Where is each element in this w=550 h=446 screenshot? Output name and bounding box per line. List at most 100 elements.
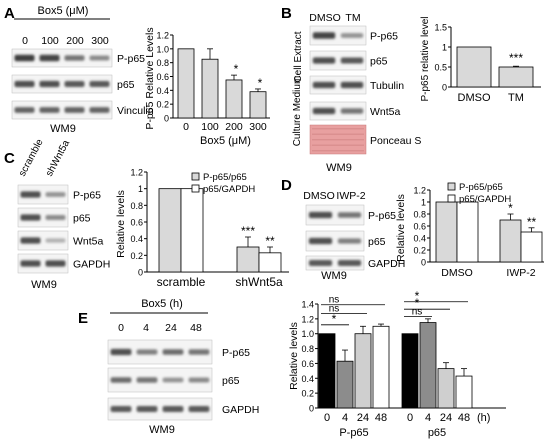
- comparison-label: *: [332, 312, 337, 326]
- y-tick-label: 0.2: [130, 251, 143, 261]
- blot-p-p65-membrane: [309, 25, 367, 46]
- blot-label-p-p65: P-p65: [117, 53, 145, 65]
- bar-iwp-2-p-p65-p65: [499, 219, 522, 263]
- blot-gapdh-band: [308, 260, 333, 266]
- significance-mark: **: [527, 215, 537, 229]
- bar-dmso-p65-gapdh: [456, 201, 479, 263]
- blot-p65-band: [39, 80, 60, 88]
- blot-p-p65-membrane: [17, 184, 69, 205]
- y-tick-label: 0.4: [413, 234, 426, 244]
- bar-p65-48h: [455, 375, 473, 409]
- bar-scramble-p65-gapdh: [180, 188, 204, 273]
- section-label-cell-extract: Cell Extract: [293, 31, 304, 82]
- bar-0: [177, 48, 195, 119]
- y-tick-label: 1.4: [301, 300, 314, 310]
- comparison-label: *: [415, 296, 420, 310]
- y-tick-label: 0: [164, 114, 169, 124]
- y-tick-label: 1.0: [301, 329, 314, 339]
- significance-mark: **: [265, 234, 275, 248]
- y-tick-label: 1.2: [130, 168, 143, 178]
- x-tick-label: 300: [249, 121, 267, 133]
- legend-label-p65-gapdh: p65/GAPDH: [203, 184, 255, 195]
- y-tick-label: 0: [309, 404, 314, 414]
- blot-label-gapdh: GAPDH: [368, 258, 405, 270]
- bar-p65-0h: [401, 333, 419, 409]
- bar-p-p65-24h: [354, 333, 372, 409]
- lane-label-100: 100: [41, 35, 59, 47]
- blot-p65-band: [45, 215, 66, 220]
- y-tick-label: 1.2: [413, 186, 426, 196]
- legend-swatch-p-p65-p65: [447, 182, 456, 191]
- blot-label-p65: p65: [222, 375, 240, 387]
- y-tick-label: 0.2: [301, 389, 314, 399]
- y-tick-label: 1.2: [156, 31, 169, 41]
- x-tick-label: 48: [458, 412, 470, 424]
- x-unit-label: (h): [477, 412, 490, 424]
- x-tick-label: shWnt5a: [235, 275, 283, 289]
- x-tick-label: 4: [425, 412, 431, 424]
- comparison-label: ns: [329, 304, 340, 315]
- legend-label-p-p65-p65: P-p65/p65: [203, 172, 247, 183]
- blot-gapdh-membrane: [107, 397, 213, 421]
- panel-e-treatment: Box5 (h): [141, 298, 183, 310]
- blot-label-p65: p65: [368, 236, 386, 248]
- blots-b: DMSO TM P-p65 p65 Tubulin Wnt5a Ponceau S: [309, 12, 421, 155]
- y-tick-label: 0.8: [301, 344, 314, 354]
- x-tick-label: 100: [201, 121, 219, 133]
- significance-mark: *: [508, 201, 513, 215]
- blot-label-ponceau-s: Ponceau S: [370, 135, 421, 147]
- blots-e: 0 4 24 48 P-p65 p65 GAPDH: [107, 322, 259, 421]
- y-tick-label: 0.8: [413, 210, 426, 220]
- blot-vinculin-band: [64, 107, 85, 113]
- significance-mark: *: [258, 76, 263, 90]
- blot-label-tubulin: Tubulin: [370, 80, 404, 92]
- ponceau-band: [312, 144, 364, 146]
- x-tick-label: 0: [324, 412, 330, 424]
- panel-b: B Cell Extract Culture Medium DMSO TM P-p6…: [281, 5, 421, 174]
- legend-swatch-p65-gapdh: [191, 184, 200, 193]
- ponceau-band: [312, 150, 364, 152]
- panel-e: E Box5 (h) 0 4 24 48 P-p65 p65 GAPDH WM9: [78, 298, 259, 436]
- blot-p65-band: [14, 80, 35, 88]
- blot-p65-band: [89, 81, 110, 87]
- ponceau-band: [312, 128, 364, 130]
- y-tick-label: 0.8: [156, 58, 169, 68]
- bar-tm: [498, 66, 534, 88]
- x-tick-label: DMSO: [441, 267, 473, 279]
- y-tick-label: 0: [421, 258, 426, 268]
- significance-mark: ***: [241, 224, 255, 238]
- bar-p65-24h: [437, 368, 455, 409]
- blot-label-p-p65: P-p65: [222, 347, 250, 359]
- y-tick-label: 1: [421, 198, 426, 208]
- bar-p-p65-0h: [318, 333, 336, 409]
- blot-p65-membrane: [17, 207, 69, 228]
- blot-label-p65: p65: [370, 56, 388, 68]
- lane-label-dmso: DMSO: [309, 12, 341, 24]
- blot-gapdh-band: [136, 406, 158, 412]
- ponceau-band: [312, 133, 364, 135]
- panel-b-cell-line: WM9: [326, 162, 352, 174]
- panel-d-letter: D: [281, 177, 292, 194]
- lane-label-300: 300: [91, 35, 109, 47]
- blot-label-p65: p65: [117, 79, 135, 91]
- lane-label-200: 200: [66, 35, 84, 47]
- panel-e-cell-line: WM9: [149, 424, 175, 436]
- panel-d-cell-line: WM9: [321, 270, 347, 282]
- bar-dmso-p-p65-p65: [435, 201, 458, 263]
- bar-p-p65-4h: [336, 360, 354, 409]
- comparison-label: ns: [412, 307, 423, 318]
- blot-p-p65-band: [89, 55, 110, 61]
- section-label-culture-medium: Culture Medium: [292, 76, 303, 147]
- legend-swatch-p65-gapdh: [447, 194, 456, 203]
- y-tick-label: 1.0: [156, 44, 169, 54]
- blot-tubulin-band: [312, 81, 336, 89]
- blot-p-p65-membrane: [11, 48, 113, 68]
- blot-p-p65-band: [14, 54, 35, 62]
- y-tick-label: 1: [442, 43, 447, 53]
- x-axis-title: Box5 (μM): [200, 135, 251, 147]
- bar-dmso: [456, 46, 492, 88]
- blot-p65-band: [20, 214, 41, 221]
- blot-p65-band: [110, 377, 132, 383]
